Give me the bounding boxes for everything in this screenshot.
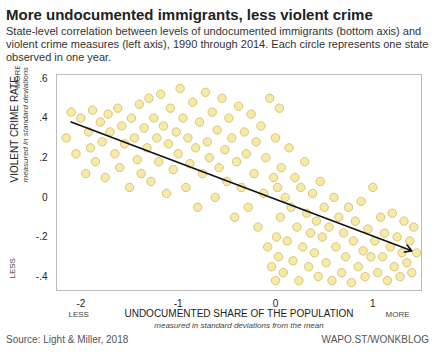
svg-text:VIOLENT CRIME RATE: VIOLENT CRIME RATE xyxy=(9,76,20,183)
svg-text:-.4: -.4 xyxy=(36,271,48,282)
svg-text:0: 0 xyxy=(42,192,48,203)
svg-text:measured in standard deviation: measured in standard deviations from the… xyxy=(21,66,30,183)
html-text:State-level correlation betwee: State-level correlation between levels o… xyxy=(6,25,429,63)
svg-text:MORE: MORE xyxy=(386,310,410,319)
svg-text:.4: .4 xyxy=(39,112,48,123)
svg-text:.6: .6 xyxy=(39,73,48,84)
svg-text:LESS: LESS xyxy=(69,310,89,319)
svg-text:LESS: LESS xyxy=(8,258,17,278)
svg-text:-1: -1 xyxy=(173,297,183,309)
svg-text:-2: -2 xyxy=(76,298,85,309)
svg-text:-.2: -.2 xyxy=(36,231,48,242)
svg-text:MORE: MORE xyxy=(13,66,22,89)
svg-text:measured in standard deviation: measured in standard deviations from the… xyxy=(154,321,324,330)
html-text:More undocumented immigrants,: More undocumented immigrants, less viole… xyxy=(6,6,373,23)
html-text:WAPO.ST/WONKBLOG: WAPO.ST/WONKBLOG xyxy=(321,334,429,345)
svg-text:0: 0 xyxy=(272,297,279,309)
svg-text:.2: .2 xyxy=(39,152,48,163)
svg-text:UNDOCUMENTED SHARE OF THE POPU: UNDOCUMENTED SHARE OF THE POPULATION xyxy=(124,308,353,319)
html-text:Source: Light & Miller, 2018: Source: Light & Miller, 2018 xyxy=(6,334,129,345)
svg-text:1: 1 xyxy=(370,298,376,309)
